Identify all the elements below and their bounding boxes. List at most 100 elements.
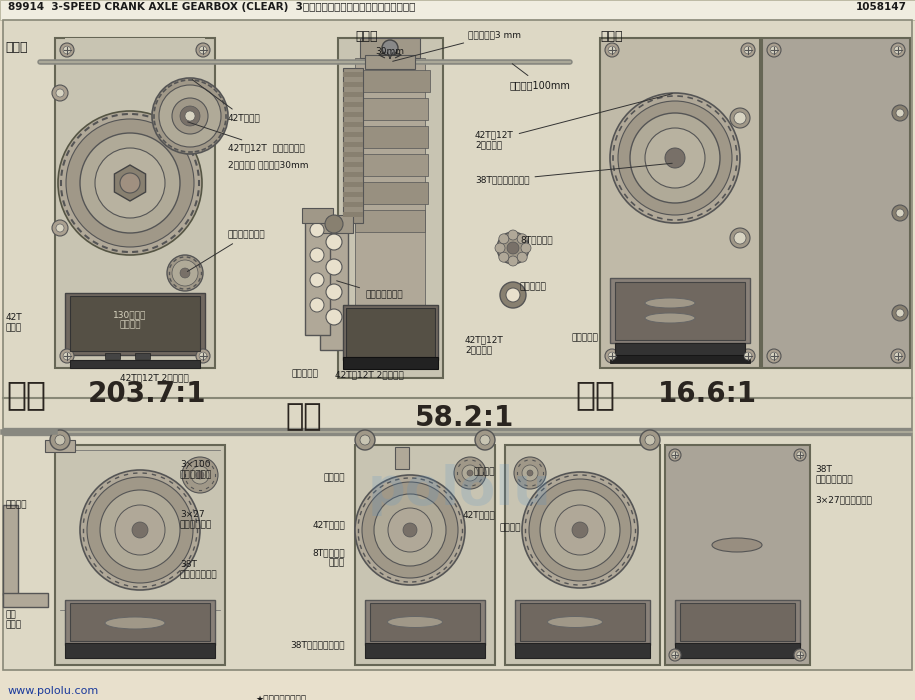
Text: 3×100
六角シャフト: 3×100 六角シャフト: [180, 460, 212, 480]
Circle shape: [191, 466, 209, 484]
Bar: [505, 445, 660, 665]
Circle shape: [522, 472, 638, 588]
Text: スペーサー: スペーサー: [572, 333, 599, 342]
Circle shape: [56, 224, 64, 232]
Circle shape: [892, 205, 908, 221]
Bar: [105, 353, 120, 359]
Circle shape: [120, 173, 140, 193]
Circle shape: [896, 109, 904, 117]
Circle shape: [500, 282, 526, 308]
Circle shape: [196, 471, 204, 479]
Circle shape: [100, 490, 180, 570]
Bar: [55, 445, 225, 665]
Circle shape: [797, 452, 803, 458]
Text: 42T
ギヤー: 42T ギヤー: [6, 313, 23, 332]
Bar: [365, 643, 485, 658]
Bar: [45, 440, 75, 452]
Bar: [3, 593, 48, 607]
Circle shape: [892, 105, 908, 121]
Text: ブッシュ: ブッシュ: [500, 523, 522, 532]
Circle shape: [605, 43, 619, 57]
Circle shape: [514, 457, 546, 489]
Circle shape: [741, 349, 755, 363]
Circle shape: [362, 482, 458, 578]
Circle shape: [767, 349, 781, 363]
Circle shape: [180, 106, 200, 126]
Bar: [343, 305, 438, 360]
Circle shape: [360, 435, 370, 445]
Circle shape: [467, 470, 473, 476]
Circle shape: [618, 101, 732, 215]
Circle shape: [645, 435, 655, 445]
Text: 中速: 中速: [285, 402, 321, 431]
Text: ★中速設定のときは
シャフトの位置を移動: ★中速設定のときは シャフトの位置を移動: [255, 695, 308, 700]
Circle shape: [159, 85, 221, 147]
Circle shape: [608, 46, 616, 54]
Text: 42T・12T  固定用ビス穴: 42T・12T 固定用ビス穴: [188, 122, 305, 153]
Bar: [346, 308, 435, 357]
Text: 42Tギヤー: 42Tギヤー: [312, 520, 345, 529]
Bar: [302, 208, 333, 223]
Circle shape: [388, 508, 432, 552]
Circle shape: [374, 494, 446, 566]
Circle shape: [794, 649, 806, 661]
Circle shape: [196, 43, 210, 57]
Bar: [343, 212, 363, 217]
Text: 58.2:1: 58.2:1: [415, 404, 514, 432]
Circle shape: [63, 46, 70, 54]
Bar: [343, 152, 363, 157]
Circle shape: [730, 108, 750, 128]
Bar: [355, 445, 495, 665]
Bar: [343, 172, 363, 177]
Bar: [305, 220, 330, 335]
Text: シャフト径3 mm: シャフト径3 mm: [393, 31, 521, 62]
Circle shape: [891, 349, 905, 363]
Circle shape: [605, 349, 619, 363]
Bar: [343, 92, 363, 97]
Circle shape: [152, 78, 228, 154]
Circle shape: [744, 352, 752, 360]
Circle shape: [50, 430, 70, 450]
Circle shape: [199, 352, 207, 360]
Circle shape: [744, 46, 752, 54]
Polygon shape: [114, 165, 145, 201]
Circle shape: [540, 490, 620, 570]
Text: 42T・12T
2段ギヤー: 42T・12T 2段ギヤー: [475, 94, 673, 150]
Circle shape: [630, 113, 720, 203]
Bar: [70, 603, 210, 641]
Circle shape: [522, 465, 538, 481]
Bar: [515, 643, 650, 658]
Circle shape: [56, 89, 64, 97]
Circle shape: [199, 46, 207, 54]
Bar: [353, 98, 428, 120]
Bar: [70, 296, 200, 351]
Bar: [343, 162, 363, 167]
Bar: [615, 343, 745, 355]
Bar: [365, 55, 415, 69]
Circle shape: [572, 522, 588, 538]
Bar: [353, 182, 428, 204]
Circle shape: [640, 430, 660, 450]
Circle shape: [508, 230, 518, 240]
Text: 2段ギヤー のピッド30mm: 2段ギヤー のピッド30mm: [228, 160, 308, 169]
Text: 側面図: 側面図: [600, 30, 622, 43]
Text: スペーサー: スペーサー: [292, 369, 318, 378]
Text: 六角ボス: 六角ボス: [473, 467, 495, 476]
Bar: [762, 38, 910, 368]
Bar: [343, 112, 363, 117]
Circle shape: [185, 111, 195, 121]
Circle shape: [730, 228, 750, 248]
Circle shape: [180, 268, 190, 278]
Circle shape: [95, 148, 165, 218]
Circle shape: [499, 252, 509, 262]
Text: 側面図: 側面図: [5, 41, 27, 54]
Circle shape: [896, 309, 904, 317]
Circle shape: [645, 128, 705, 188]
Bar: [353, 126, 428, 148]
Bar: [675, 643, 800, 658]
Bar: [608, 78, 752, 278]
Circle shape: [527, 470, 533, 476]
Circle shape: [355, 475, 465, 585]
Circle shape: [63, 352, 70, 360]
Text: 42T・12T
2段ギヤー: 42T・12T 2段ギヤー: [465, 335, 504, 354]
